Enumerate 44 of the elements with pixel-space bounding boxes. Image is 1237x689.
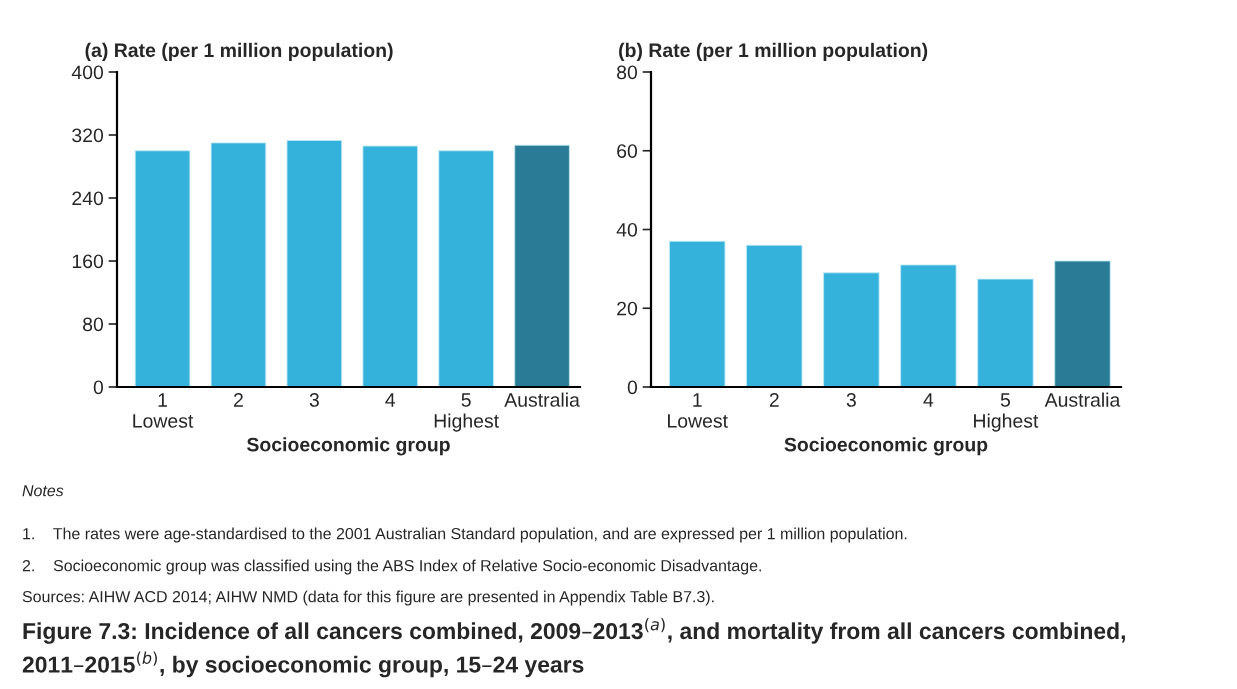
bar (362, 145, 418, 387)
y-tick-label: 60 (617, 144, 638, 158)
bar (210, 142, 267, 387)
y-tick-label: 0 (627, 380, 638, 395)
bar (900, 264, 957, 387)
y-tick-label: 320 (72, 128, 104, 143)
y-tick-label: 400 (71, 65, 104, 80)
x-tick-label: Australia (1044, 392, 1121, 407)
text: 2. Socioeconomic group was classified using the ABS Index of Relative Socio-economic Disadvantage. (22, 559, 761, 575)
y-tick-label: 80 (617, 65, 638, 80)
bar (134, 150, 191, 387)
x-tick-label: 2 (234, 393, 243, 407)
bar (669, 240, 726, 387)
x-tick-label: Australia (504, 392, 580, 407)
bar (286, 140, 343, 387)
x-tick-label: 1 Lowest (668, 393, 728, 428)
y-tick-label: 20 (617, 301, 638, 316)
y-axis-title: (a) Rate (per 1 million population) (85, 42, 393, 61)
y-tick-label: 160 (72, 254, 104, 269)
x-tick-label: 5 Highest (974, 393, 1039, 432)
y-tick-label: 0 (93, 380, 104, 395)
x-axis-title: Socioeconomic group (246, 437, 450, 456)
y-tick-label: 80 (83, 317, 104, 332)
bar (1054, 260, 1111, 387)
text: Notes (22, 485, 64, 497)
x-tick-label: 4 (923, 393, 934, 407)
x-axis-title: Socioeconomic group (784, 437, 988, 456)
bar (514, 144, 570, 387)
x-tick-label: 4 (385, 393, 396, 407)
x-tick-label: 1 Lowest (133, 393, 194, 428)
bar (746, 244, 803, 387)
x-tick-label: 5 Highest (434, 393, 499, 432)
bar (977, 278, 1034, 387)
text: 1. The rates were age-standardised to the 2001 Australian Standard population, and are expressed per 1 million population. (23, 527, 907, 543)
x-tick-label: 3 (309, 393, 319, 407)
x-tick-label: 2 (769, 393, 779, 407)
y-axis-title: (b) Rate (per 1 million population) (619, 42, 928, 61)
bar (438, 150, 494, 387)
source-note: Sources: AIHW ACD 2014; AIHW NMD (data for this figure are presented in Appendix Table B7.3). (22, 590, 714, 606)
y-tick-label: 40 (616, 222, 638, 237)
x-tick-label: 3 (846, 393, 856, 407)
bar (823, 272, 880, 387)
y-tick-label: 240 (72, 191, 104, 206)
text: Figure 7.3: Incidence of all cancers combined, 2009–2013$^{(a)}$, and mortality from all cancers combined, 2011–2015$^{(b)}$, by socioeconomic group, 15–24 years (22, 618, 1125, 678)
